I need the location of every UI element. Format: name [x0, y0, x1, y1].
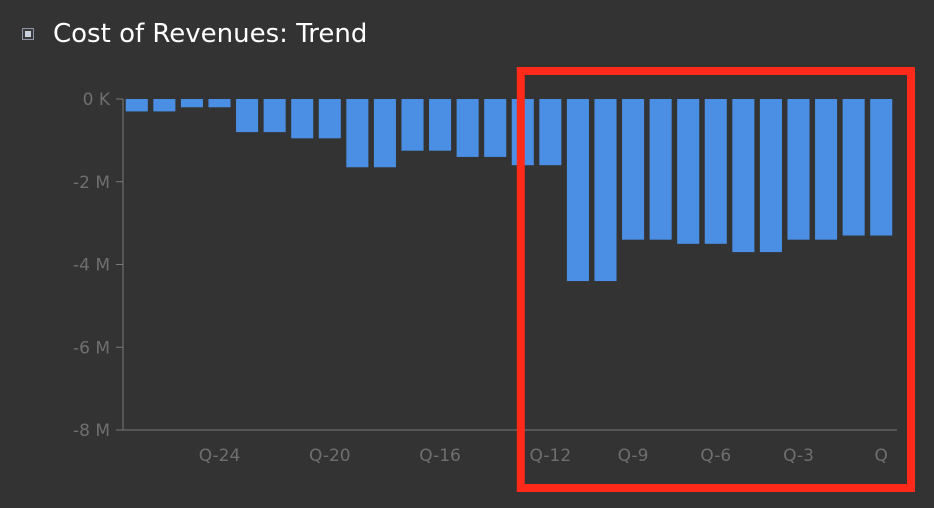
bar: [650, 99, 672, 240]
bar: [429, 99, 451, 151]
bar: [484, 99, 506, 157]
bar: [291, 99, 313, 138]
x-tick-label: Q-20: [309, 446, 351, 466]
bar: [705, 99, 727, 244]
x-tick-label: Q-6: [700, 446, 731, 466]
bar: [760, 99, 782, 252]
bar: [843, 99, 865, 236]
bar: [236, 99, 258, 132]
bar: [208, 99, 230, 107]
bars: [126, 99, 892, 281]
bar: [732, 99, 754, 252]
bar: [181, 99, 203, 107]
bar: [539, 99, 561, 165]
y-tick-label: -8 M: [73, 421, 110, 441]
bar: [346, 99, 368, 167]
bar: [264, 99, 286, 132]
bar: [153, 99, 175, 111]
bar: [401, 99, 423, 151]
x-tick-label: Q-24: [199, 446, 241, 466]
x-tick-label: Q-9: [618, 446, 649, 466]
bar: [870, 99, 892, 236]
bar: [787, 99, 809, 240]
bar: [677, 99, 699, 244]
x-tick-label: Q-12: [530, 446, 572, 466]
bar: [567, 99, 589, 281]
x-tick-label: Q: [875, 446, 888, 466]
bar: [815, 99, 837, 240]
x-axis: Q-24 Q-20 Q-16 Q-12 Q-9 Q-6 Q-3 Q: [123, 430, 897, 466]
y-axis: 0 K -2 M -4 M -6 M -8 M: [73, 90, 123, 441]
bar: [319, 99, 341, 138]
bar: [457, 99, 479, 157]
bar: [126, 99, 148, 111]
y-tick-label: 0 K: [83, 90, 111, 110]
bar: [622, 99, 644, 240]
x-tick-label: Q-16: [419, 446, 461, 466]
bar: [374, 99, 396, 167]
x-tick-label: Q-3: [783, 446, 814, 466]
y-tick-label: -6 M: [73, 338, 110, 358]
y-tick-label: -4 M: [73, 256, 110, 276]
y-tick-label: -2 M: [73, 173, 110, 193]
bar: [594, 99, 616, 281]
